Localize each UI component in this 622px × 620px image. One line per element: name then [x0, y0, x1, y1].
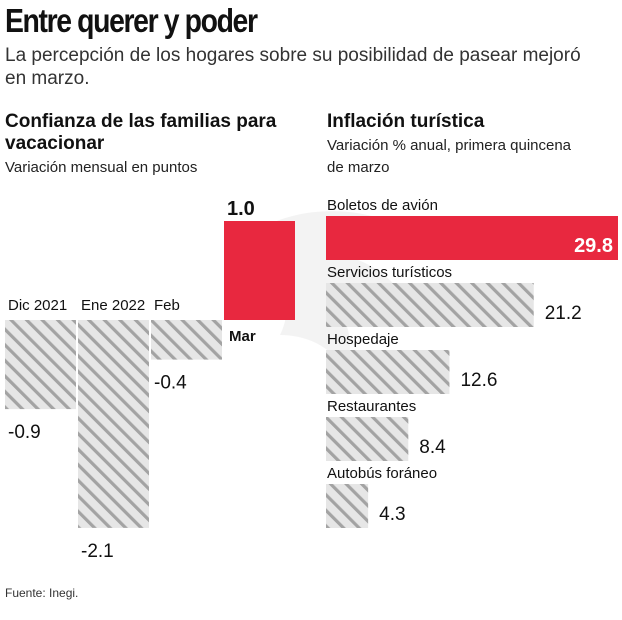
right-panel-title: Inflación turística [327, 111, 485, 132]
bar-restaurantes [326, 417, 409, 461]
left-bar-chart: Dic 2021 -0.9 Ene 2022 -2.1 Feb -0.4 Mar 1.0 [5, 198, 295, 562]
charts-canvas: Dic 2021 -0.9 Ene 2022 -2.1 Feb -0.4 Mar 1.0 Bo… [5, 197, 618, 562]
category-label: Restaurantes [327, 398, 416, 415]
category-label: Boletos de avión [327, 197, 438, 214]
category-label: Mar [229, 328, 256, 345]
bar-ene-2022 [78, 320, 149, 528]
bar-servicios-turisticos [326, 283, 534, 327]
value-label: 4.3 [379, 504, 405, 525]
category-label: Servicios turísticos [327, 264, 452, 281]
bar-autobus-foraneo [326, 484, 369, 528]
category-label: Dic 2021 [8, 297, 67, 314]
source-note: Fuente: Inegi. [5, 586, 79, 600]
value-label: -2.1 [81, 541, 114, 562]
value-label: 21.2 [545, 303, 582, 324]
bar-hospedaje [326, 350, 450, 394]
category-label: Autobús foráneo [327, 465, 437, 482]
value-label: 1.0 [227, 198, 255, 220]
value-label: 8.4 [419, 437, 446, 458]
chart-subtitle: La percepción de los hogares sobre su po… [5, 45, 581, 89]
value-label: 29.8 [574, 235, 613, 257]
value-label: -0.9 [8, 422, 41, 443]
bar-mar [224, 221, 295, 320]
bar-boletos-de-avion [326, 216, 618, 260]
left-panel-title: Confianza de las familias para vacaciona… [5, 111, 277, 154]
category-label: Hospedaje [327, 331, 399, 348]
category-label: Ene 2022 [81, 297, 145, 314]
right-bar-chart: Boletos de avión 29.8 Servicios turísticos… [326, 197, 618, 528]
category-label: Feb [154, 297, 180, 314]
value-label: 12.6 [460, 370, 497, 391]
left-panel-subtitle: Variación mensual en puntos [5, 159, 198, 176]
right-panel-subtitle: Variación % anual, primera quincena de m… [327, 137, 572, 176]
value-label: -0.4 [154, 373, 187, 394]
bar-feb [151, 320, 222, 360]
chart-title: Entre querer y poder [5, 2, 258, 39]
bar-dic-2021 [5, 320, 76, 410]
